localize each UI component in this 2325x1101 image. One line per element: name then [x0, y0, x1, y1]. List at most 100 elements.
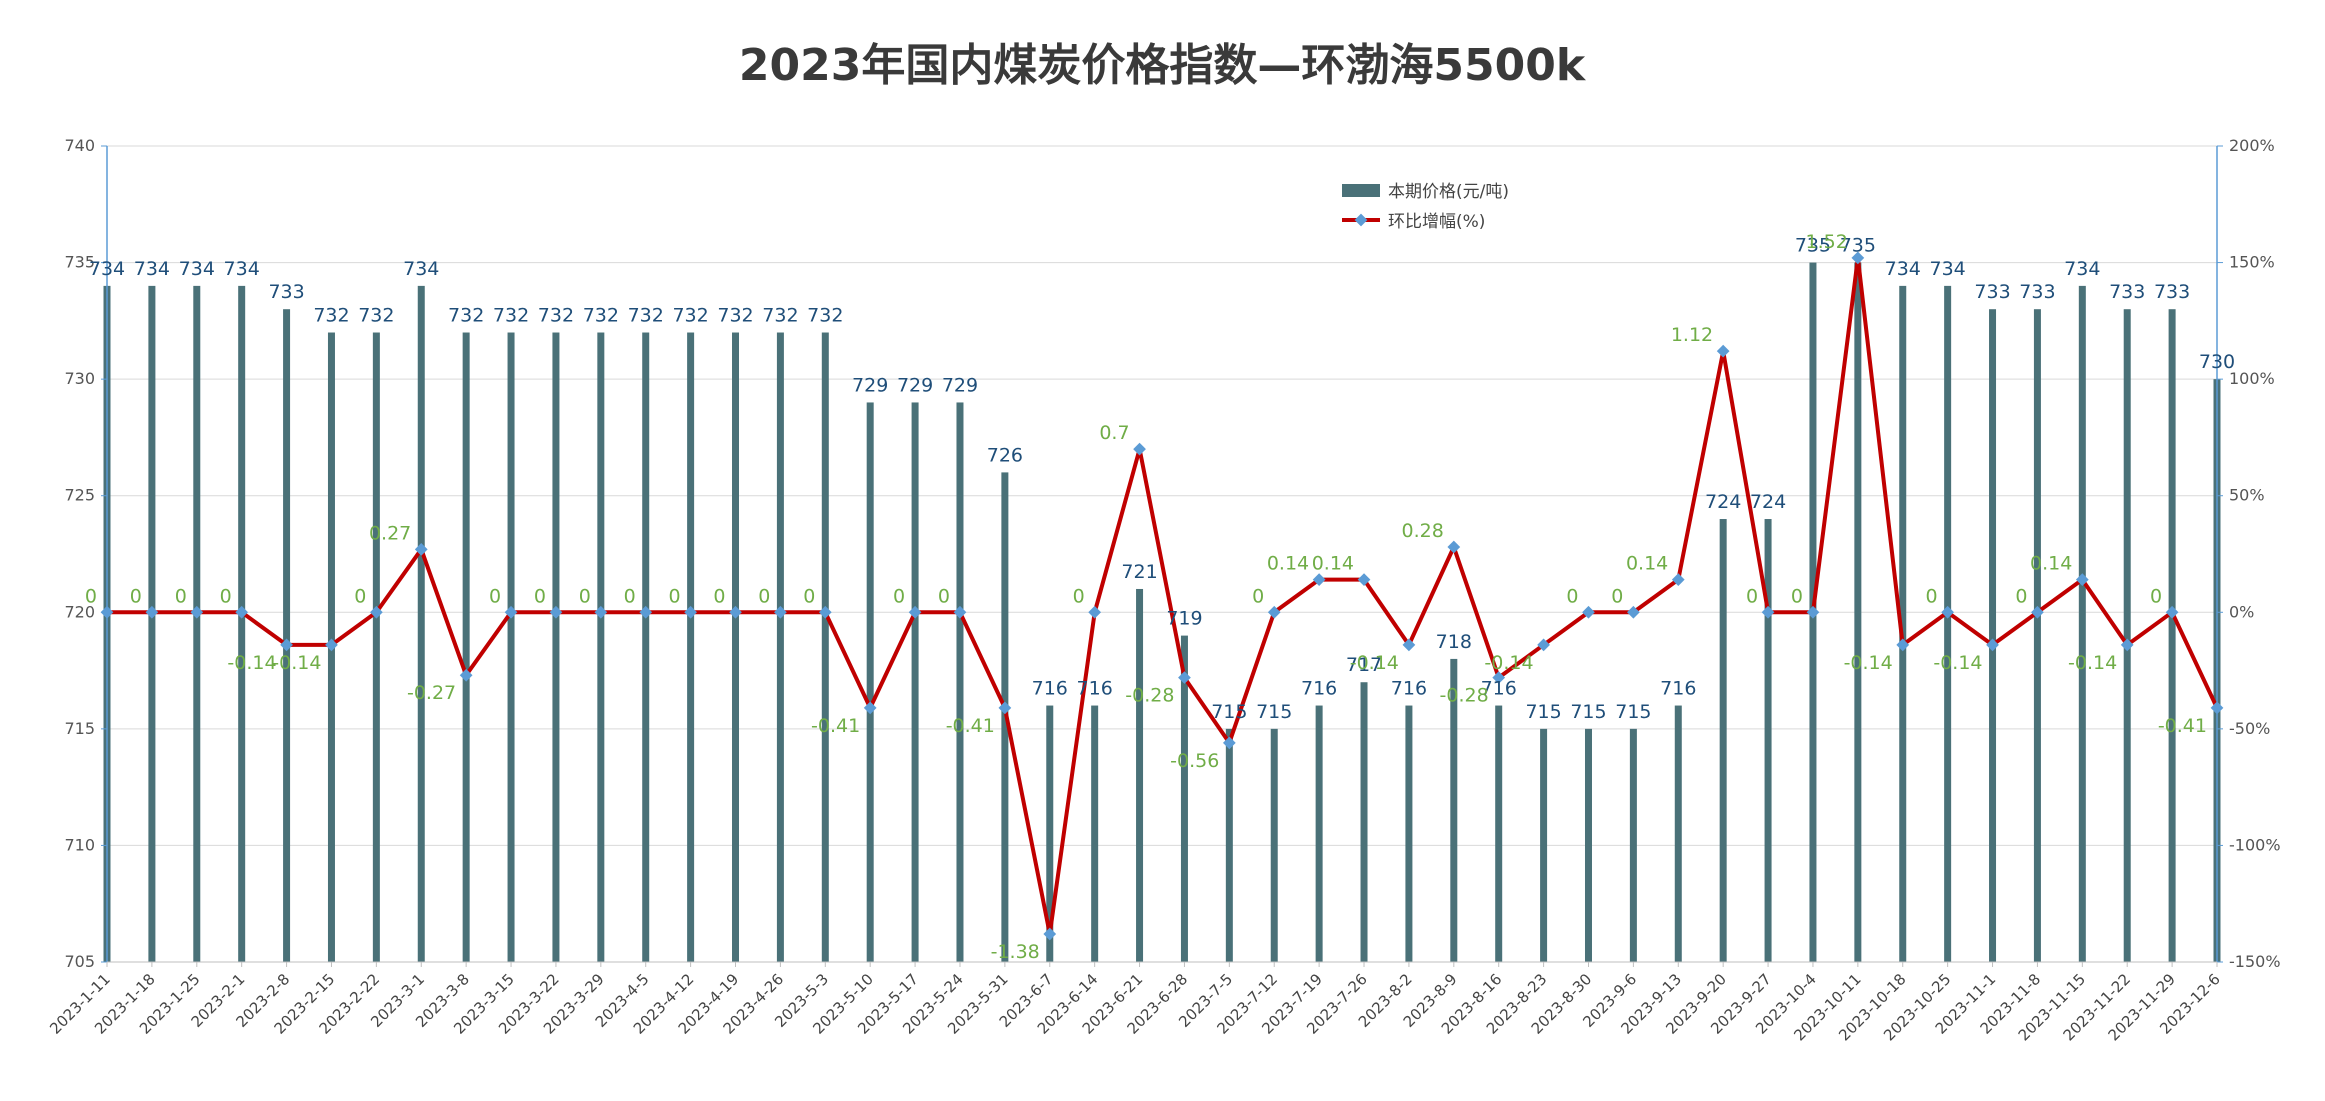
change-marker [684, 605, 697, 619]
axes: 705 710 715 720 725 730 735 740 -150% -100% -50% 0%… [64, 136, 2280, 971]
price-bar-label: 734 [89, 258, 125, 280]
price-bar [2123, 309, 2131, 962]
legend-swatch-bar [1342, 184, 1380, 197]
change-marker [863, 701, 877, 715]
price-bar-label: 732 [583, 305, 619, 327]
price-bar-label: 735 [1840, 235, 1876, 257]
change-label: 0 [1746, 585, 1758, 607]
y-left-tick-label: 735 [64, 253, 95, 272]
change-label: 0 [220, 585, 232, 607]
change-label: 0 [354, 585, 366, 607]
price-bar-label: 715 [1615, 701, 1651, 723]
price-bar [687, 332, 695, 962]
price-bar [238, 285, 246, 962]
change-label: -0.41 [811, 715, 860, 737]
change-marker [1133, 442, 1146, 456]
change-marker [1447, 540, 1461, 554]
change-line [107, 255, 2219, 936]
y-left-tick-label: 725 [64, 486, 95, 505]
change-marker [145, 605, 159, 619]
price-bar [776, 332, 784, 962]
change-label: -0.14 [1484, 652, 1533, 674]
change-marker [1088, 605, 1102, 619]
gridlines [107, 145, 2217, 963]
price-bar-label: 729 [852, 374, 888, 396]
change-marker [2120, 638, 2134, 652]
price-bar [372, 332, 380, 962]
price-bar [1360, 682, 1368, 962]
price-bar-label: 716 [1301, 678, 1337, 700]
change-marker [1806, 605, 1820, 619]
price-bar-label: 734 [179, 258, 215, 280]
price-bar-label: 735 [1795, 235, 1831, 257]
price-bar-label: 732 [358, 305, 394, 327]
change-marker [774, 605, 787, 619]
change-label: 0.27 [369, 522, 411, 544]
price-bar [462, 332, 470, 962]
change-marker [818, 605, 832, 619]
price-bar-label: 715 [1570, 701, 1606, 723]
legend-label-change: 环比增幅(%) [1388, 212, 1485, 232]
price-bar-label: 717 [1346, 654, 1382, 676]
price-bar [1629, 728, 1637, 962]
y-left-tick-label: 730 [64, 369, 95, 388]
change-label: 0.14 [1626, 553, 1668, 575]
change-label: 0 [1252, 585, 1264, 607]
price-bar-label: 734 [1885, 258, 1921, 280]
change-label: 0.14 [2030, 553, 2072, 575]
price-bar [1270, 728, 1278, 962]
price-bar [1854, 262, 1862, 963]
legend-swatch-marker [1354, 213, 1368, 227]
change-label: -0.27 [407, 682, 456, 704]
price-bar [956, 402, 964, 962]
change-marker [2210, 701, 2224, 715]
price-bar-label: 732 [807, 305, 843, 327]
change-marker [1761, 605, 1775, 619]
change-label: -0.28 [1125, 685, 1174, 707]
price-bar-label: 734 [224, 258, 260, 280]
change-label: 0.28 [1401, 520, 1443, 542]
price-bar-label: 721 [1121, 561, 1157, 583]
price-bar-label: 733 [2019, 281, 2055, 303]
price-bar-label: 734 [1930, 258, 1966, 280]
change-label: -0.41 [946, 715, 995, 737]
change-label: 0 [2015, 585, 2027, 607]
change-label: 1.12 [1671, 324, 1713, 346]
price-bar [417, 285, 425, 962]
price-bar-label: 733 [2154, 281, 2190, 303]
change-marker [549, 605, 563, 619]
price-bar [866, 402, 874, 962]
change-label: 0 [579, 585, 591, 607]
price-bar [1719, 519, 1727, 962]
price-bar [1450, 658, 1458, 962]
price-bar [1405, 705, 1413, 962]
y-right-tick-label: 50% [2229, 486, 2265, 505]
price-bar [1136, 588, 1144, 962]
price-bar [507, 332, 515, 962]
price-bar [1764, 519, 1772, 962]
y-right-tick-label: 100% [2229, 369, 2275, 388]
price-bar-label: 732 [717, 305, 753, 327]
price-bar-label: 716 [1660, 678, 1696, 700]
price-bar [1944, 285, 1952, 962]
price-bar [148, 285, 156, 962]
price-bar [1091, 705, 1099, 962]
change-label: -0.28 [1440, 685, 1489, 707]
price-bar [1989, 309, 1997, 962]
chart-title: 2023年国内煤炭价格指数—环渤海5500k [739, 40, 1587, 91]
bar-series [103, 262, 2221, 963]
price-bar [1495, 705, 1503, 962]
change-label: 0 [803, 585, 815, 607]
change-label: 0 [1791, 585, 1803, 607]
y-right-tick-label: -50% [2229, 719, 2270, 738]
price-bar [597, 332, 605, 962]
price-bar [1584, 728, 1592, 962]
change-label: 0 [2150, 585, 2162, 607]
change-label: -0.14 [1844, 652, 1893, 674]
change-label: 0 [1073, 585, 1085, 607]
change-label: 0.14 [1312, 553, 1354, 575]
price-bar-label: 729 [942, 374, 978, 396]
price-bar-label: 729 [897, 374, 933, 396]
price-bar-label: 716 [1481, 678, 1517, 700]
change-marker [998, 701, 1012, 715]
